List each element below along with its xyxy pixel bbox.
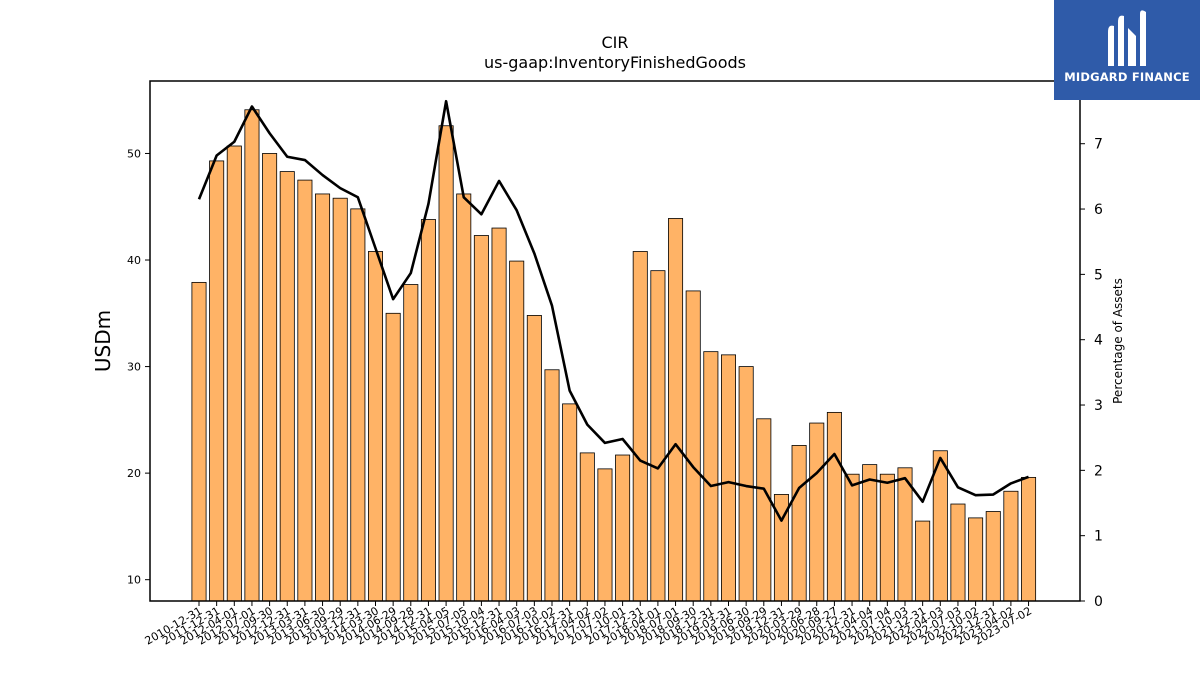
y-tick-label: 30 [127, 361, 141, 374]
bar [385, 312, 401, 602]
bar [703, 351, 719, 602]
brand-name: MIDGARD FINANCE [1064, 70, 1190, 84]
plot-frame [149, 80, 1081, 602]
bar [615, 454, 631, 602]
bar [915, 520, 931, 602]
bar [403, 284, 419, 602]
bar [544, 369, 560, 602]
pct-assets-line [197, 99, 1030, 522]
bar [297, 179, 313, 602]
bar [826, 411, 842, 602]
chart-subtitle: us-gaap:InventoryFinishedGoods [484, 53, 746, 72]
bar [756, 418, 772, 602]
y-axis-label: USDm [91, 310, 115, 372]
y2-tick-label: 3 [1094, 398, 1103, 414]
midgard-logo-icon [1108, 10, 1146, 67]
bar [367, 251, 383, 602]
bar [526, 315, 542, 602]
y2-tick-label: 7 [1094, 137, 1103, 153]
bar [950, 503, 966, 602]
x-axis-ticks: 2010-12-312011-12-312012-04-012012-07-01… [143, 601, 1034, 648]
bar [685, 290, 701, 602]
chart-title: CIR [601, 33, 628, 52]
bar [279, 171, 295, 602]
bar [209, 160, 225, 602]
bar [332, 197, 348, 602]
bar [350, 208, 366, 602]
bar [968, 517, 984, 602]
bar [1003, 490, 1019, 602]
y2-tick-label: 6 [1094, 202, 1103, 218]
bar [420, 219, 436, 602]
bar [1021, 476, 1037, 602]
y2-tick-label: 2 [1094, 463, 1103, 479]
bar [315, 193, 331, 602]
bar [632, 251, 648, 602]
y-tick-label: 10 [127, 574, 141, 587]
y2-tick-label: 1 [1094, 529, 1103, 545]
bar [809, 422, 825, 602]
bar [650, 270, 666, 602]
y-tick-label: 20 [127, 467, 141, 480]
bar [721, 354, 737, 602]
y-tick-label: 50 [127, 147, 141, 160]
bar [791, 445, 807, 602]
line-series [197, 99, 1030, 522]
bar [668, 218, 684, 602]
bar [262, 153, 278, 602]
brand-logo: MIDGARD FINANCE [1054, 0, 1200, 100]
y-tick-label: 40 [127, 254, 141, 267]
bar [897, 467, 913, 602]
y2-tick-label: 0 [1094, 594, 1103, 610]
bar [879, 473, 895, 602]
bar [473, 235, 489, 602]
bar [844, 473, 860, 602]
bar [862, 464, 878, 602]
bar [244, 109, 260, 602]
bar [438, 125, 454, 602]
bar [579, 452, 595, 602]
y2-axis-label: Percentage of Assets [1111, 278, 1125, 404]
bar [191, 281, 207, 602]
bar [226, 145, 242, 602]
bar [491, 227, 507, 602]
y2-tick-label: 5 [1094, 267, 1103, 283]
bar [597, 468, 613, 602]
bar-series [191, 109, 1037, 602]
y2-tick-label: 4 [1094, 333, 1103, 349]
bar [985, 511, 1001, 602]
bar [456, 193, 472, 602]
y2-axis-ticks: 0 1 2 3 4 5 6 7 [1080, 137, 1103, 610]
bar [509, 260, 525, 602]
y-axis-ticks: 10 20 30 40 50 [127, 147, 150, 587]
bar [562, 403, 578, 602]
